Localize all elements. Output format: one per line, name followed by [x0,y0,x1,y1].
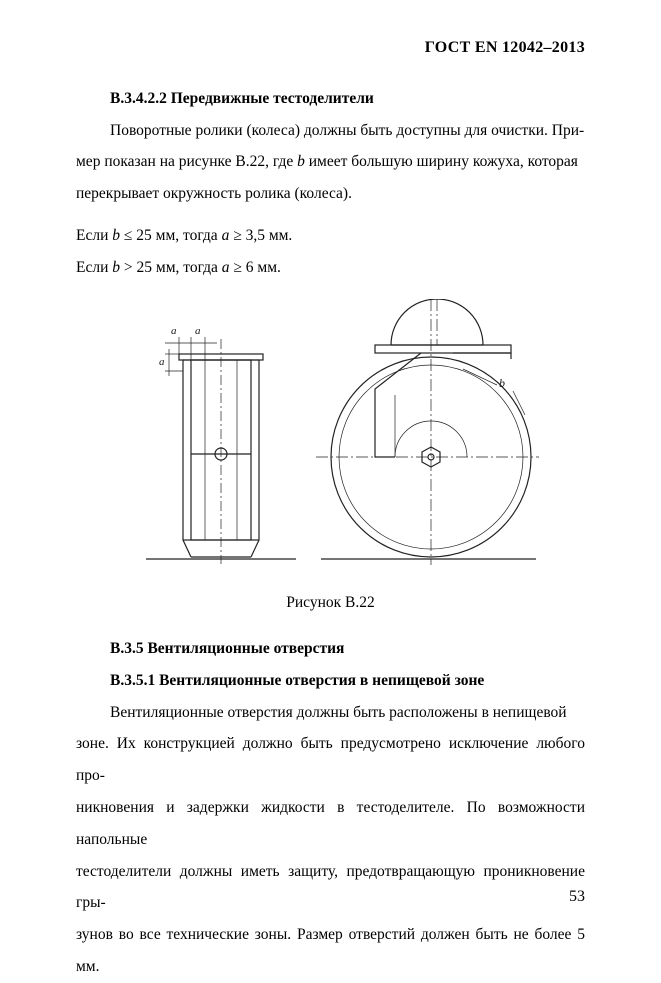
figure-caption: Рисунок В.22 [76,587,585,619]
heading-b35: В.3.5 Вентиляционные отверстия [76,633,585,665]
cond1-pre: Если [76,227,112,244]
body-line-2-it: b [297,153,305,170]
body2-line-5: зунов во все технические зоны. Размер от… [76,919,585,983]
svg-text:a: a [159,356,165,368]
body-line-2-pre: мер показан на рисунке В.22, где [76,153,297,170]
heading-b3422-label: В.3.4.2.2 Передвижные тестоделители [110,90,374,107]
heading-b351: В.3.5.1 Вентиляционные отверстия в непищ… [76,665,585,697]
cond2-b: b [112,259,120,276]
doc-header: ГОСТ EN 12042–2013 [76,32,585,65]
heading-b351-label: В.3.5.1 Вентиляционные отверстия в непищ… [110,672,484,689]
figure-svg: a a a [121,299,541,579]
page-number: 53 [569,888,585,906]
cond-line-2: Если b > 25 мм, тогда a ≥ 6 мм. [76,252,585,284]
body2-line-1: Вентиляционные отверстия должны быть рас… [76,697,585,729]
body-line-2: мер показан на рисунке В.22, где b имеет… [76,146,585,178]
body-line-3: перекрывает окружность ролика (колеса). [76,178,585,210]
cond1-mid: ≤ 25 мм, тогда [120,227,222,244]
svg-text:a: a [171,325,177,337]
cond2-mid: > 25 мм, тогда [120,259,222,276]
svg-text:b: b [499,376,505,390]
cond2-a: a [222,259,230,276]
cond-line-1: Если b ≤ 25 мм, тогда a ≥ 3,5 мм. [76,220,585,252]
cond2-post: ≥ 6 мм. [230,259,281,276]
body2-line-2: зоне. Их конструкцией должно быть предус… [76,728,585,792]
heading-b35-label: В.3.5 Вентиляционные отверстия [110,640,344,657]
body-line-1: Поворотные ролики (колеса) должны быть д… [76,115,585,147]
heading-b3422: В.3.4.2.2 Передвижные тестоделители [76,83,585,115]
cond2-pre: Если [76,259,112,276]
body-line-2-post: имеет большую ширину кожуха, которая [305,153,578,170]
cond1-b: b [112,227,120,244]
svg-text:a: a [195,325,201,337]
cond1-post: ≥ 3,5 мм. [229,227,292,244]
body2-line-3: никновения и задержки жидкости в тестоде… [76,792,585,856]
figure-container: a a a [76,299,585,579]
body2-line-4: тестоделители должны иметь защиту, предо… [76,856,585,920]
